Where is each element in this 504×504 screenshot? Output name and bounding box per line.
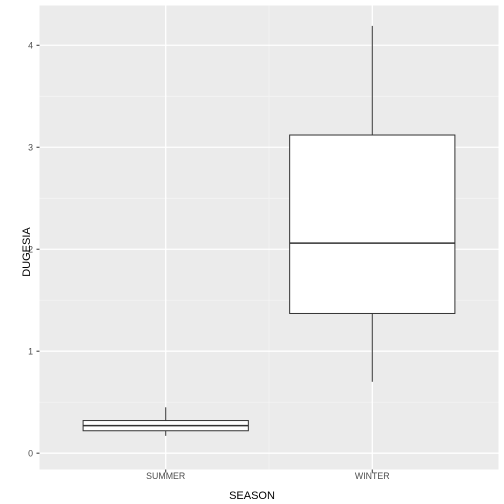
boxplot-chart: DUGESIA SEASON 01234SUMMERWINTER: [0, 0, 504, 504]
y-axis-title: DUGESIA: [21, 227, 33, 277]
x-axis-title: SEASON: [229, 490, 275, 502]
plot-area: 01234SUMMERWINTER: [0, 0, 504, 504]
box: [290, 135, 455, 313]
x-tick-label: SUMMER: [146, 471, 185, 481]
y-tick-label: 0: [28, 448, 33, 458]
y-tick-label: 4: [28, 40, 33, 50]
x-tick-label: WINTER: [355, 471, 390, 481]
y-tick-label: 1: [28, 346, 33, 356]
y-tick-label: 3: [28, 142, 33, 152]
